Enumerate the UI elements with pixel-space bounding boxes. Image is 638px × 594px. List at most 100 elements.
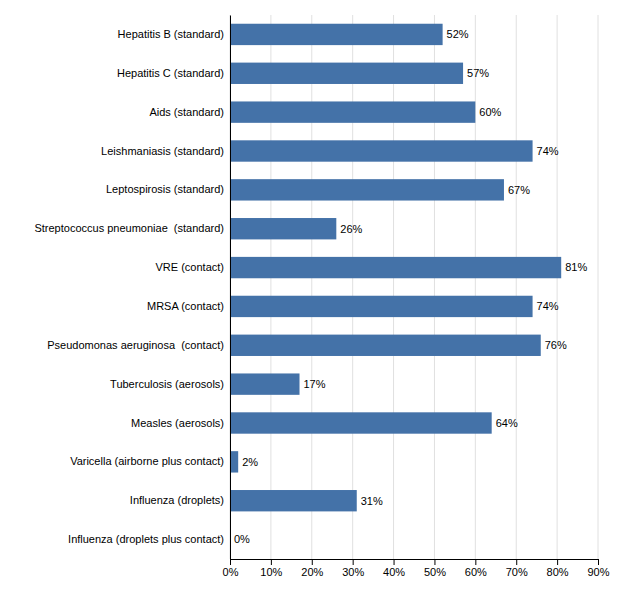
tick-label: Hepatitis B (standard) [118,28,224,40]
tick-mark [271,559,272,565]
data-label: 2% [242,456,258,468]
tick-label: 20% [301,566,323,578]
tick-mark [475,559,476,565]
bars [230,24,561,512]
grid-line [516,15,517,559]
tick: Measles (aerosols) [131,417,224,429]
bar [230,140,533,161]
tick-mark [394,559,395,565]
tick: MRSA (contact) [147,300,224,312]
grid-line [270,15,271,559]
tick: VRE (contact) [156,261,224,273]
tick: 10% [260,559,282,578]
bar [230,373,300,394]
tick-label: 10% [260,566,282,578]
data-label: 64% [496,417,518,429]
tick-mark [434,559,435,565]
tick-label: Aids (standard) [149,106,224,118]
bar [230,412,492,433]
tick-label: 30% [342,566,364,578]
bar [230,335,541,356]
axis-line [231,560,599,566]
data-label: 52% [447,28,469,40]
tick: 70% [506,559,528,578]
tick-label: 50% [424,566,446,578]
tick-label: Hepatitis C (standard) [117,67,224,79]
tick: 80% [547,559,569,578]
tick: Pseudomonas aeruginosa (contact) [47,339,224,351]
tick-label: 70% [506,566,528,578]
tick: Leishmaniasis (standard) [101,145,224,157]
tick: 50% [424,559,446,578]
tick: 20% [301,559,323,578]
bar [230,179,504,200]
tick: Hepatitis B (standard) [118,28,224,40]
tick-mark [598,559,599,565]
data-labels: 0%31%2%64%17%76%74%81%26%67%74%60%57%52% [234,28,587,545]
tick: Influenza (droplets) [130,494,224,506]
chart: 0%31%2%64%17%76%74%81%26%67%74%60%57%52%… [0,0,638,594]
tick-label: 0% [223,566,239,578]
tick: 40% [383,559,405,578]
tick-label: Varicella (airborne plus contact) [70,455,224,467]
bar [230,490,357,511]
x-axis: 0% 10% 20% 30% 40% 50% 60% 70% 80% 90% [223,559,610,578]
data-label: 76% [545,339,567,351]
tick-label: MRSA (contact) [147,300,224,312]
tick-label: Tuberculosis (aerosols) [110,378,224,390]
data-label: 0% [234,533,250,545]
bar [230,218,336,239]
bar [230,63,463,84]
grid-line [393,15,394,559]
bar [230,24,443,45]
grid-line [598,15,599,559]
bar [230,296,533,317]
bar [230,257,561,278]
data-label: 17% [304,378,326,390]
tick: Tuberculosis (aerosols) [110,378,224,390]
tick: Varicella (airborne plus contact) [70,455,224,467]
tick: Hepatitis C (standard) [117,67,224,79]
data-label: 60% [479,106,501,118]
data-label: 81% [565,261,587,273]
tick-label: Streptococcus pneumoniae (standard) [34,222,224,234]
grid [230,15,598,559]
data-label: 31% [361,495,383,507]
tick-mark [312,559,313,565]
data-label: 74% [537,300,559,312]
data-label: 57% [467,67,489,79]
tick-mark [230,559,231,565]
tick: 60% [465,559,487,578]
axis-line [230,16,231,560]
tick: 30% [342,559,364,578]
tick-mark [557,559,558,565]
grid-line [434,15,435,559]
tick-label: Leptospirosis (standard) [106,183,224,195]
grid-line [230,15,231,559]
tick-label: VRE (contact) [156,261,224,273]
tick: Influenza (droplets plus contact) [68,533,224,545]
grid-line [557,15,558,559]
grid-line [352,15,353,559]
bar [230,451,238,472]
tick: 0% [223,559,239,578]
tick-label: Influenza (droplets) [130,494,224,506]
data-label: 74% [537,145,559,157]
tick-mark [353,559,354,565]
y-axis: Influenza (droplets plus contact) Influen… [34,16,230,560]
data-label: 67% [508,184,530,196]
tick-label: 90% [587,566,609,578]
tick-label: Pseudomonas aeruginosa (contact) [47,339,224,351]
tick: Streptococcus pneumoniae (standard) [34,222,224,234]
tick-label: 80% [547,566,569,578]
tick: Leptospirosis (standard) [106,183,224,195]
tick-label: Measles (aerosols) [131,417,224,429]
bar [230,101,475,122]
tick: Aids (standard) [149,106,224,118]
tick-label: 40% [383,566,405,578]
tick-mark [516,559,517,565]
plot: 0%31%2%64%17%76%74%81%26%67%74%60%57%52%… [34,15,609,578]
grid-line [311,15,312,559]
tick-label: Leishmaniasis (standard) [101,145,224,157]
tick-label: 60% [465,566,487,578]
